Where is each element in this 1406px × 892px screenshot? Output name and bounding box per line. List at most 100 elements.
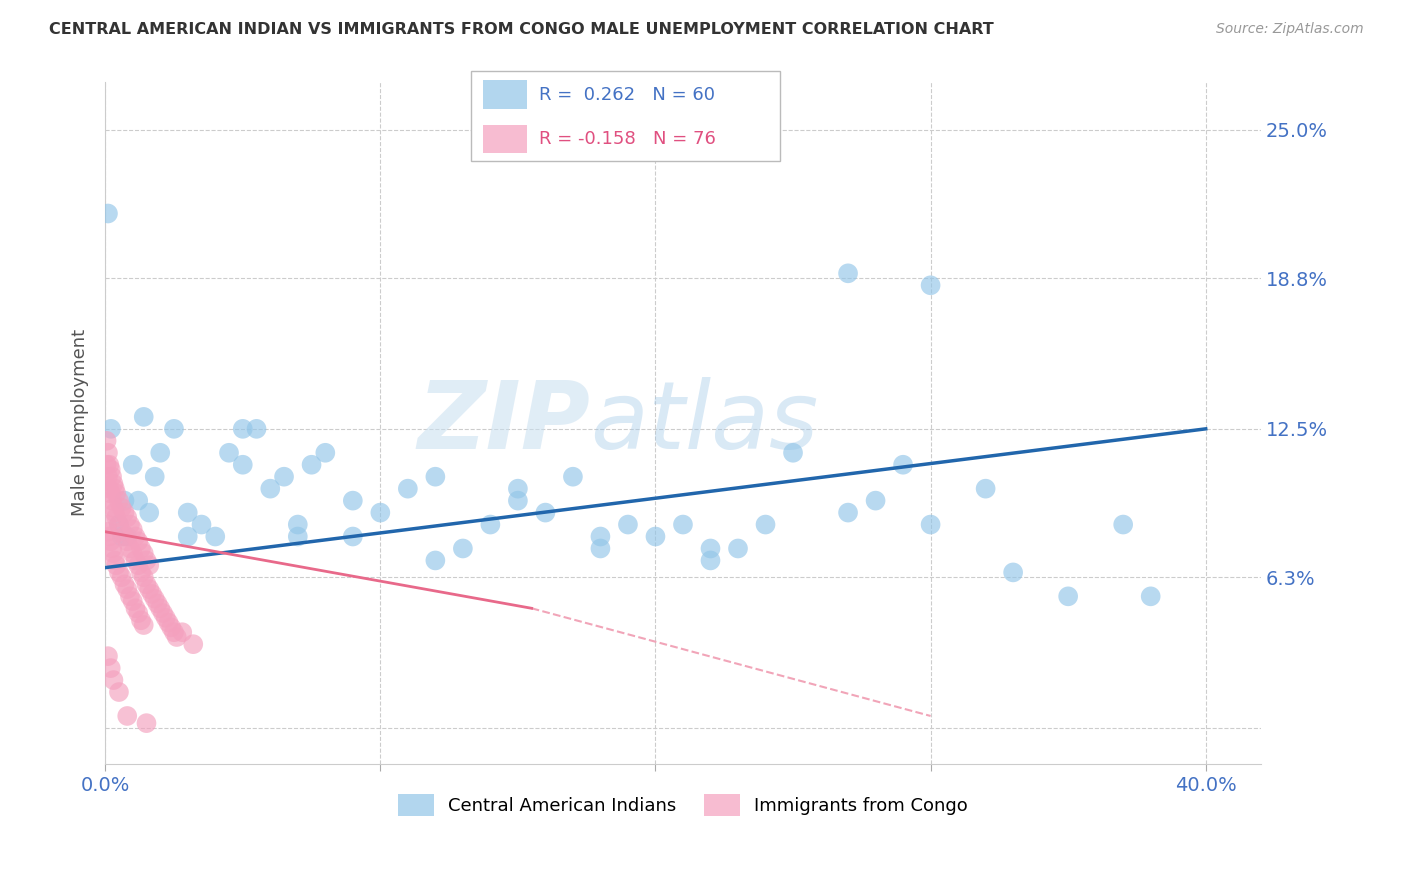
Point [100, 661, 122, 675]
Point [98, 529, 121, 543]
Point [105, 486, 128, 500]
Point [101, 493, 124, 508]
Bar [484, 80, 527, 109]
Point [451, 541, 474, 556]
Point [589, 529, 612, 543]
Point [342, 493, 364, 508]
Point [127, 606, 149, 620]
Point [163, 422, 186, 436]
Point [425, 469, 447, 483]
Point [138, 558, 160, 573]
Point [121, 522, 143, 536]
Point [111, 570, 134, 584]
Legend: Central American Indians, Immigrants from Congo: Central American Indians, Immigrants fro… [391, 787, 976, 823]
Point [1057, 590, 1080, 604]
Point [479, 517, 502, 532]
Point [96, 434, 118, 448]
Point [837, 506, 859, 520]
Point [103, 500, 125, 515]
Point [98, 458, 121, 472]
Point [177, 529, 200, 543]
Point [114, 506, 136, 520]
Point [155, 611, 177, 625]
Point [103, 546, 125, 560]
Point [506, 493, 529, 508]
Point [100, 534, 122, 549]
Point [782, 446, 804, 460]
Point [127, 493, 149, 508]
Point [96, 458, 118, 472]
Point [273, 469, 295, 483]
Point [101, 469, 124, 483]
Point [129, 566, 152, 580]
Text: R =  0.262   N = 60: R = 0.262 N = 60 [538, 86, 716, 103]
Point [114, 577, 136, 591]
Point [114, 529, 136, 543]
Point [920, 278, 942, 293]
Text: atlas: atlas [591, 377, 818, 468]
Text: CENTRAL AMERICAN INDIAN VS IMMIGRANTS FROM CONGO MALE UNEMPLOYMENT CORRELATION C: CENTRAL AMERICAN INDIAN VS IMMIGRANTS FR… [49, 22, 994, 37]
Point [135, 553, 157, 567]
Point [118, 541, 141, 556]
Point [301, 458, 323, 472]
Point [699, 541, 721, 556]
Point [96, 517, 118, 532]
Point [127, 558, 149, 573]
Point [727, 541, 749, 556]
Point [111, 524, 134, 539]
Point [97, 649, 120, 664]
Point [974, 482, 997, 496]
Point [118, 517, 141, 532]
Point [129, 541, 152, 556]
Point [143, 591, 166, 606]
Point [100, 486, 122, 500]
Point [166, 630, 188, 644]
Point [115, 709, 138, 723]
Point [149, 446, 172, 460]
Point [138, 506, 160, 520]
Text: Source: ZipAtlas.com: Source: ZipAtlas.com [1216, 22, 1364, 37]
Text: ZIP: ZIP [418, 376, 591, 469]
Point [259, 482, 281, 496]
Point [143, 469, 166, 483]
Point [370, 506, 392, 520]
FancyBboxPatch shape [471, 71, 780, 161]
Point [342, 529, 364, 543]
Point [141, 587, 163, 601]
Point [589, 541, 612, 556]
Text: R = -0.158   N = 76: R = -0.158 N = 76 [538, 130, 716, 148]
Point [506, 482, 529, 496]
Point [218, 446, 240, 460]
Point [121, 458, 143, 472]
Point [100, 422, 122, 436]
Point [111, 500, 134, 515]
Point [181, 637, 204, 651]
Point [114, 493, 136, 508]
Point [245, 422, 267, 436]
Point [97, 469, 120, 483]
Point [920, 517, 942, 532]
Point [157, 615, 180, 630]
Point [287, 529, 309, 543]
Point [132, 546, 155, 560]
Point [617, 517, 640, 532]
Point [111, 529, 134, 543]
Point [138, 582, 160, 596]
Point [124, 601, 146, 615]
Point [103, 476, 125, 491]
Point [132, 409, 155, 424]
Point [534, 506, 557, 520]
Point [754, 517, 776, 532]
Point [232, 422, 254, 436]
Point [121, 546, 143, 560]
Point [135, 577, 157, 591]
Point [149, 601, 172, 615]
Point [115, 510, 138, 524]
Point [108, 517, 131, 532]
Point [561, 469, 583, 483]
Point [425, 553, 447, 567]
Point [287, 517, 309, 532]
Point [865, 493, 887, 508]
Point [104, 553, 127, 567]
Point [97, 524, 120, 539]
